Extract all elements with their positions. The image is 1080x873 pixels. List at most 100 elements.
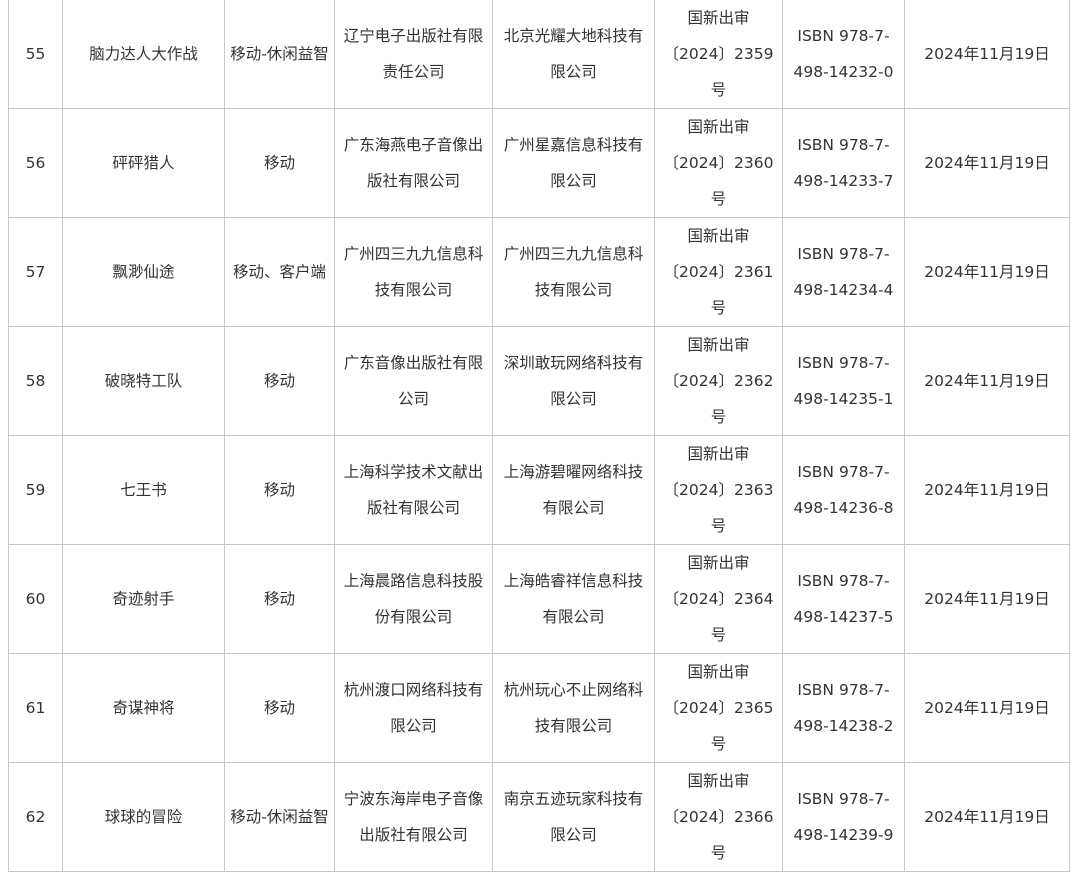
isbn-line: 498-14238-2 [793, 717, 894, 735]
operator-line: 有限公司 [542, 499, 605, 517]
table-row: 62 球球的冒险 移动-休闲益智 宁波东海岸电子音像 出版社有限公司 南京五迹玩家科技有限… [8, 762, 1070, 872]
approval-number-line: 〔2024〕2364 [663, 590, 774, 608]
table-row: 55 脑力达人大作战 移动-休闲益智 辽宁电子出版社有限 责任公司 北京光耀大地科技有 限公… [8, 0, 1070, 109]
row-number-cell: 60 [8, 544, 63, 654]
game-type-cell: 移动-休闲益智 [224, 0, 335, 109]
game-type-cell: 移动 [224, 326, 335, 436]
publisher-line: 版社有限公司 [366, 499, 460, 517]
isbn-line: 498-14237-5 [793, 608, 894, 626]
isbn-line: ISBN 978-7- [797, 463, 890, 481]
row-number-cell: 59 [8, 435, 63, 545]
row-number-cell: 55 [8, 0, 63, 109]
approval-number-line: 国新出审 [687, 663, 750, 681]
approval-date-cell: 2024年11月19日 [904, 326, 1070, 436]
isbn-line: ISBN 978-7- [797, 572, 890, 590]
approval-number-line: 〔2024〕2360 [663, 154, 774, 172]
approval-number-cell: 国新出审 〔2024〕2362 号 [654, 326, 783, 436]
isbn-line: 498-14234-4 [793, 281, 894, 299]
isbn-line: ISBN 978-7- [797, 790, 890, 808]
approval-number-line: 号 [710, 81, 727, 99]
publisher-line: 广东音像出版社有限 [343, 354, 484, 372]
approval-date-cell: 2024年11月19日 [904, 435, 1070, 545]
approval-number-line: 号 [710, 190, 727, 208]
publisher-line: 限公司 [390, 717, 437, 735]
operator-line: 广州星嘉信息科技有 [503, 136, 644, 154]
isbn-cell: ISBN 978-7- 498-14239-9 [782, 762, 905, 872]
approval-number-line: 国新出审 [687, 118, 750, 136]
approval-number-line: 〔2024〕2361 [663, 263, 774, 281]
approval-number-line: 国新出审 [687, 772, 750, 790]
approval-number-cell: 国新出审 〔2024〕2366 号 [654, 762, 783, 872]
row-number-cell: 56 [8, 108, 63, 218]
isbn-line: ISBN 978-7- [797, 354, 890, 372]
publisher-line: 责任公司 [382, 63, 445, 81]
row-number-cell: 57 [8, 217, 63, 327]
game-name-cell: 飘渺仙途 [62, 217, 225, 327]
row-number-cell: 58 [8, 326, 63, 436]
approval-date-cell: 2024年11月19日 [904, 217, 1070, 327]
isbn-line: 498-14239-9 [793, 826, 894, 844]
approval-number-line: 国新出审 [687, 227, 750, 245]
publisher-line: 上海晨路信息科技股 [343, 572, 484, 590]
publisher-line: 上海科学技术文献出 [343, 463, 484, 481]
approval-date-cell: 2024年11月19日 [904, 653, 1070, 763]
approval-number-line: 国新出审 [687, 554, 750, 572]
isbn-cell: ISBN 978-7- 498-14237-5 [782, 544, 905, 654]
table-body: 55 脑力达人大作战 移动-休闲益智 辽宁电子出版社有限 责任公司 北京光耀大地科技有 限公… [8, 0, 1070, 872]
isbn-line: 498-14236-8 [793, 499, 894, 517]
isbn-cell: ISBN 978-7- 498-14233-7 [782, 108, 905, 218]
approval-date-cell: 2024年11月19日 [904, 0, 1070, 109]
approval-number-line: 〔2024〕2365 [663, 699, 774, 717]
table-row: 58 破晓特工队 移动 广东音像出版社有限 公司 深圳敢玩网络科技有 限公司 国新出审 〔202… [8, 326, 1070, 436]
operator-line: 上海皓睿祥信息科技 [503, 572, 644, 590]
operator-line: 限公司 [550, 63, 597, 81]
approval-number-line: 号 [710, 735, 727, 753]
approval-number-line: 号 [710, 626, 727, 644]
operator-line: 广州四三九九信息科 [503, 245, 644, 263]
operator-line: 技有限公司 [534, 281, 613, 299]
operator-line: 限公司 [550, 172, 597, 190]
game-name-cell: 脑力达人大作战 [62, 0, 225, 109]
isbn-line: ISBN 978-7- [797, 136, 890, 154]
approval-number-cell: 国新出审〔2024〕2360 号 [654, 108, 783, 218]
isbn-cell: ISBN 978-7- 498-14236-8 [782, 435, 905, 545]
approval-number-line: 〔2024〕2359 [663, 45, 774, 63]
publisher-cell: 广东海燕电子音像出 版社有限公司 [334, 108, 493, 218]
game-type-cell: 移动 [224, 435, 335, 545]
operator-line: 限公司 [550, 826, 597, 844]
approval-number-line: 〔2024〕2366 [663, 808, 774, 826]
game-name-cell: 砰砰猎人 [62, 108, 225, 218]
operator-line: 南京五迹玩家科技有 [503, 790, 644, 808]
table-row: 56 砰砰猎人 移动 广东海燕电子音像出 版社有限公司 广州星嘉信息科技有 限公司 国新出审〔… [8, 108, 1070, 218]
isbn-cell: ISBN 978-7- 498-14234-4 [782, 217, 905, 327]
operator-cell: 广州星嘉信息科技有 限公司 [492, 108, 655, 218]
approval-number-line: 号 [710, 299, 727, 317]
game-type-cell: 移动-休闲益智 [224, 762, 335, 872]
publisher-cell: 上海科学技术文献出 版社有限公司 [334, 435, 493, 545]
publisher-line: 出版社有限公司 [359, 826, 468, 844]
operator-line: 限公司 [550, 390, 597, 408]
operator-cell: 广州四三九九信息科 技有限公司 [492, 217, 655, 327]
isbn-line: ISBN 978-7- [797, 681, 890, 699]
approval-number-cell: 国新出审〔2024〕2364 号 [654, 544, 783, 654]
isbn-line: ISBN 978-7- [797, 27, 890, 45]
operator-cell: 深圳敢玩网络科技有 限公司 [492, 326, 655, 436]
publisher-line: 杭州渡口网络科技有 [343, 681, 484, 699]
publisher-cell: 杭州渡口网络科技有 限公司 [334, 653, 493, 763]
approval-number-line: 号 [710, 517, 727, 535]
operator-line: 上海游碧曜网络科技 [503, 463, 644, 481]
approval-number-cell: 国新出审 〔2024〕2363 号 [654, 435, 783, 545]
approval-date-cell: 2024年11月19日 [904, 544, 1070, 654]
operator-cell: 上海皓睿祥信息科技 有限公司 [492, 544, 655, 654]
operator-line: 深圳敢玩网络科技有 [503, 354, 644, 372]
publisher-line: 份有限公司 [374, 608, 453, 626]
approval-number-line: 国新出审 [687, 9, 750, 27]
game-name-cell: 奇迹射手 [62, 544, 225, 654]
publisher-cell: 宁波东海岸电子音像 出版社有限公司 [334, 762, 493, 872]
publisher-line: 广州四三九九信息科 [343, 245, 484, 263]
publisher-line: 版社有限公司 [366, 172, 460, 190]
publisher-cell: 上海晨路信息科技股 份有限公司 [334, 544, 493, 654]
table-row: 61 奇谋神将 移动 杭州渡口网络科技有 限公司 杭州玩心不止网络科 技有限公司 国新出审 〔2… [8, 653, 1070, 763]
operator-cell: 上海游碧曜网络科技 有限公司 [492, 435, 655, 545]
operator-cell: 南京五迹玩家科技有 限公司 [492, 762, 655, 872]
